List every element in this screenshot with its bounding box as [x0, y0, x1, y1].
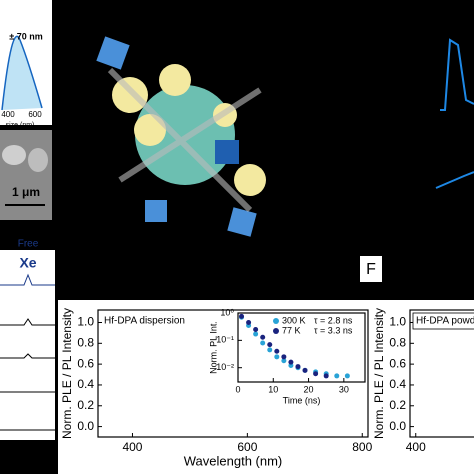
- nmr-label: Free: [18, 239, 39, 250]
- x-tick-label: 800: [352, 440, 372, 454]
- point: [239, 313, 245, 319]
- y-tick-label: 0.2: [77, 398, 94, 412]
- x-tick-label: 0: [235, 384, 240, 394]
- fit-label: τ = 2.8 ns: [314, 315, 353, 325]
- structure: [96, 36, 266, 237]
- right-curve: [440, 38, 474, 111]
- y-tick-label: 0.6: [389, 356, 406, 370]
- x-tick-label: 600: [237, 440, 257, 454]
- x-tick-label: 400: [122, 440, 142, 454]
- point: [323, 373, 329, 379]
- y-tick-label: 0.4: [389, 377, 406, 391]
- point: [281, 354, 287, 360]
- point: [260, 334, 266, 340]
- y-tick-label: 0.2: [389, 398, 406, 412]
- point: [267, 342, 273, 348]
- point: [281, 358, 287, 364]
- plot-frame: [237, 312, 366, 383]
- y-tick-label: 0.8: [389, 335, 406, 349]
- nmr-panel: [0, 250, 55, 440]
- y-axis-label: Norm. PLE / PL Intensity: [60, 308, 74, 439]
- y-axis-label: Norm. PL Int.: [208, 321, 218, 374]
- histogram-curve: [1, 35, 43, 111]
- point: [288, 363, 294, 369]
- nmr-label: Xe: [19, 255, 36, 271]
- point: [334, 373, 340, 379]
- y-axis-label: Norm. PLE / PL Intensity: [372, 308, 386, 439]
- fit-label: τ = 3.3 ns: [314, 325, 353, 335]
- y-tick-label: 1.0: [77, 315, 94, 329]
- nmr-traces: [0, 273, 55, 431]
- x-axis-label: Wavelength (nm): [184, 454, 283, 469]
- nmr-tick: -20: [34, 446, 50, 458]
- y-tick-label: 10⁰: [220, 307, 234, 317]
- y-tick-label: 10⁻²: [216, 362, 234, 372]
- point: [295, 364, 301, 370]
- point: [246, 319, 252, 325]
- legend-marker: [273, 318, 279, 324]
- plot-frame: [409, 309, 474, 438]
- x-tick-label: 400: [406, 440, 426, 454]
- y-tick-label: 0.0: [77, 419, 94, 433]
- y-tick-label: 10⁻¹: [216, 335, 234, 345]
- x-tick-label: 30: [339, 384, 349, 394]
- sem-image: [0, 130, 52, 220]
- y-tick-label: 1.0: [389, 315, 406, 329]
- nmr-tick: 20: [2, 446, 14, 458]
- x-axis-label: Time (ns): [283, 395, 321, 405]
- hist-tick: 400: [1, 110, 15, 119]
- point: [267, 347, 273, 353]
- legend-label: 77 K: [282, 325, 301, 335]
- point: [302, 367, 308, 373]
- panel-letter-box: [360, 256, 382, 282]
- x-tick-label: 10: [268, 384, 278, 394]
- scale-bar-label: 1 μm: [12, 185, 40, 199]
- annotation: Hf-DPA dispersion: [104, 316, 185, 327]
- legend-label: 300 K: [282, 315, 306, 325]
- point: [274, 354, 280, 360]
- y-tick-label: 0.8: [77, 335, 94, 349]
- hist-xlabel: size (nm): [6, 122, 35, 129]
- y-tick-label: 0.4: [77, 377, 94, 391]
- particle: [28, 148, 48, 172]
- point: [344, 373, 350, 379]
- y-tick-label: 0.0: [389, 419, 406, 433]
- particle: [2, 145, 26, 165]
- point: [288, 359, 294, 365]
- y-tick-label: 0.6: [77, 356, 94, 370]
- x-tick-label: 20: [304, 384, 314, 394]
- size-label: ± 70 nm: [9, 31, 42, 41]
- point: [253, 326, 259, 332]
- point: [274, 348, 280, 354]
- annotation-box: [412, 312, 474, 330]
- annotation: Hf-DPA powder: [416, 316, 474, 327]
- legend-marker: [273, 328, 279, 334]
- point: [313, 371, 319, 377]
- panel-letter: F: [366, 261, 376, 278]
- right-curve: [435, 171, 474, 189]
- hist-tick: 600: [28, 110, 42, 119]
- point: [253, 331, 259, 337]
- point: [260, 340, 266, 346]
